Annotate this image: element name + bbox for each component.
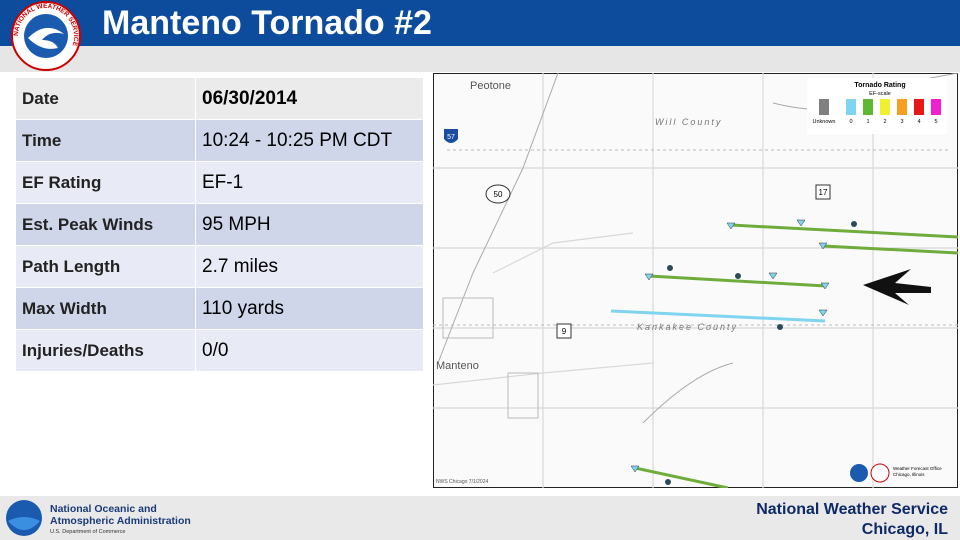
legend-label: 5 [934, 119, 937, 125]
place-label: Peotone [470, 80, 511, 92]
department: U.S. Department of Commerce [50, 529, 126, 535]
cell-label: EF Rating [15, 161, 196, 204]
table-row: EF Rating EF-1 [15, 161, 424, 204]
agency-name: National Oceanic and Atmospheric Administ… [50, 503, 191, 527]
agency-line: National Oceanic and [50, 503, 157, 515]
office-label: Weather Forecast Office [893, 466, 942, 471]
legend-swatch [863, 99, 873, 115]
legend-swatch [846, 99, 856, 115]
table-row: Date 06/30/2014 [15, 77, 424, 120]
county-label: Will County [655, 117, 722, 127]
office-line: National Weather Service [756, 501, 948, 518]
legend: Tornado Rating EF-scale Unknown 0 1 2 3 4 5 [807, 78, 947, 134]
legend-subtitle: EF-scale [869, 91, 891, 97]
cell-label: Max Width [15, 287, 196, 330]
legend-swatch [914, 99, 924, 115]
cell-label: Time [15, 119, 196, 162]
cell-value: 110 yards [195, 287, 424, 330]
legend-label: Unknown [813, 119, 836, 125]
legend-label: 2 [883, 119, 886, 125]
cell-label: Path Length [15, 245, 196, 288]
nws-logo: NATIONAL WEATHER SERVICE [11, 1, 81, 71]
map: Peotone Manteno Will County Kankakee Cou… [433, 73, 958, 488]
office-label: Chicago, Illinois [893, 472, 925, 477]
table-row: Path Length 2.7 miles [15, 245, 424, 288]
table-row: Max Width 110 yards [15, 287, 424, 330]
route-shield: 50 [494, 190, 503, 199]
route-shield: 9 [562, 327, 567, 336]
legend-label: 4 [917, 119, 920, 125]
agency-line: Atmospheric Administration [50, 515, 191, 527]
table-row: Time 10:24 - 10:25 PM CDT [15, 119, 424, 162]
table-row: Est. Peak Winds 95 MPH [15, 203, 424, 246]
cell-label: Est. Peak Winds [15, 203, 196, 246]
cell-value: 06/30/2014 [195, 77, 424, 120]
cell-value: EF-1 [195, 161, 424, 204]
legend-swatch [880, 99, 890, 115]
route-shield: 17 [819, 188, 828, 197]
cell-value: 2.7 miles [195, 245, 424, 288]
header-bar [0, 0, 960, 46]
noaa-logo [6, 500, 42, 536]
cell-label: Date [15, 77, 196, 120]
legend-title: Tornado Rating [854, 82, 905, 89]
cell-value: 95 MPH [195, 203, 424, 246]
route-shield: 57 [447, 134, 455, 141]
slide-title: Manteno Tornado #2 [102, 4, 432, 42]
legend-label: 0 [849, 119, 852, 125]
office-name: National Weather Service Chicago, IL [756, 500, 948, 540]
cell-label: Injuries/Deaths [15, 329, 196, 372]
legend-swatch [897, 99, 907, 115]
info-table: Date 06/30/2014 Time 10:24 - 10:25 PM CDT EF… [15, 77, 424, 372]
cell-value: 10:24 - 10:25 PM CDT [195, 119, 424, 162]
map-credit: NWS Chicago 7/1/2024 [436, 479, 488, 485]
header-band [0, 46, 960, 72]
legend-swatch [819, 99, 829, 115]
legend-label: 3 [900, 119, 903, 125]
place-label: Manteno [436, 360, 479, 372]
cell-value: 0/0 [195, 329, 424, 372]
table-row: Injuries/Deaths 0/0 [15, 329, 424, 372]
legend-swatch [931, 99, 941, 115]
footer-bar [0, 496, 960, 540]
office-line: Chicago, IL [861, 521, 948, 538]
county-label: Kankakee County [637, 322, 738, 332]
legend-label: 1 [866, 119, 869, 125]
